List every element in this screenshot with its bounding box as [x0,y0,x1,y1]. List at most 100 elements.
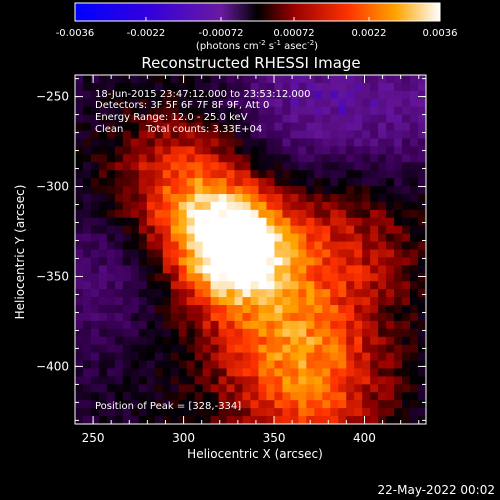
heatmap-cell [370,82,379,92]
heatmap-cell [218,82,227,92]
heatmap-cell [266,289,275,298]
heatmap-cell [418,368,427,377]
heatmap-cell [394,249,403,258]
heatmap-cell [242,265,251,274]
heatmap-cell [322,320,331,330]
heatmap-cell [258,233,267,242]
heatmap-cell [162,400,172,409]
heatmap-cell [82,360,92,369]
heatmap-cell [306,225,315,235]
heatmap-cell [106,98,116,108]
heatmap-cell [338,106,347,116]
heatmap-cell [282,289,291,298]
heatmap-cell [266,257,275,266]
heatmap-cell [258,257,267,266]
heatmap-cell [106,241,116,250]
heatmap-cell [394,400,403,409]
heatmap-cell [250,233,259,242]
heatmap-cell [194,297,204,306]
heatmap-cell [346,233,355,242]
heatmap-cell [338,352,347,361]
heatmap-cell [338,281,347,290]
heatmap-cell [162,352,172,361]
heatmap-cell [122,281,132,290]
heatmap-cell [138,82,148,92]
heatmap-cell [394,201,403,211]
heatmap-cell [75,217,84,227]
heatmap-cell [130,146,140,155]
heatmap-cell [314,186,323,195]
heatmap-cell [194,106,204,116]
heatmap-cell [202,98,212,108]
heatmap-cell [378,106,387,116]
heatmap-cell [138,297,148,306]
heatmap-cell [90,241,100,250]
heatmap-cell [346,249,355,258]
heatmap-cell [178,75,188,84]
heatmap-cell [370,98,379,108]
heatmap-cell [402,146,411,155]
heatmap-cell [122,289,132,298]
heatmap-cell [194,328,204,338]
heatmap-cell [386,249,395,258]
heatmap-cell [266,106,275,116]
heatmap-cell [322,328,331,338]
heatmap-cell [210,312,219,322]
heatmap-cell [306,154,315,163]
heatmap-cell [338,217,347,227]
heatmap-cell [282,122,291,131]
heatmap-cell [338,82,347,92]
heatmap-cell [274,130,283,139]
heatmap-cell [274,297,283,306]
heatmap-cell [202,273,212,282]
heatmap-cell [298,201,307,211]
heatmap-cell [306,312,315,322]
heatmap-cell [354,114,363,123]
heatmap-cell [418,408,427,417]
heatmap-cell [122,257,132,266]
heatmap-cell [370,138,379,147]
heatmap-cell [346,400,355,409]
heatmap-cell [370,233,379,242]
heatmap-cell [250,265,259,274]
heatmap-cell [234,193,243,203]
heatmap-cell [210,392,219,401]
heatmap-cell [258,193,267,203]
heatmap-cell [330,305,339,314]
heatmap-cell [130,233,140,242]
heatmap-cell [410,297,419,306]
heatmap-cell [410,146,419,155]
heatmap-cell [402,400,411,409]
heatmap-cell [114,352,124,361]
heatmap-cell [370,201,379,211]
heatmap-cell [98,98,108,108]
heatmap-cell [274,408,283,417]
heatmap-cell [130,320,140,330]
heatmap-cell [98,154,108,163]
heatmap-cell [154,90,164,100]
x-tick-label: 250 [82,431,105,445]
heatmap-cell [338,265,347,274]
heatmap-cell [98,384,108,393]
heatmap-cell [186,178,196,187]
heatmap-cell [202,400,212,409]
heatmap-cell [322,217,331,227]
heatmap-cell [162,384,172,393]
heatmap-cell [82,201,92,211]
heatmap-cell [170,320,180,330]
heatmap-cell [218,336,227,346]
heatmap-cell [258,344,267,354]
heatmap-cell [138,90,148,100]
heatmap-cell [362,90,371,100]
heatmap-cell [138,344,148,354]
heatmap-cell [114,416,124,425]
heatmap-cell [210,320,219,330]
heatmap-cell [258,360,267,369]
heatmap-cell [138,328,148,338]
heatmap-cell [306,114,315,123]
heatmap-cell [322,209,331,219]
heatmap-cell [114,328,124,338]
heatmap-cell [338,170,347,179]
heatmap-cell [146,368,156,377]
heatmap-cell [146,178,156,187]
